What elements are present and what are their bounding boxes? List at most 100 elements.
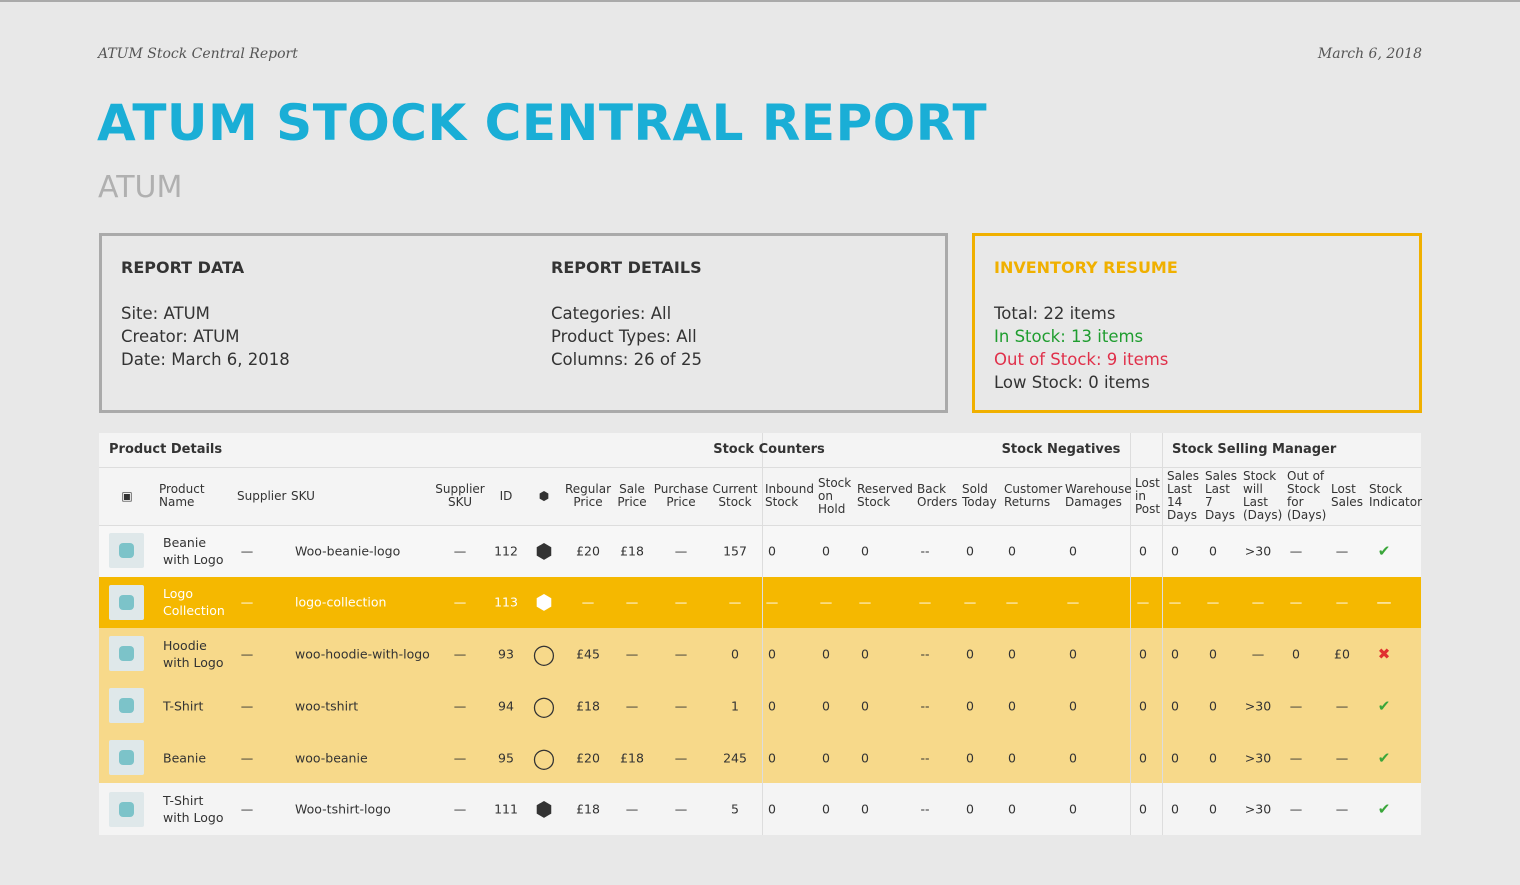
column-header-line: Lost bbox=[1135, 475, 1160, 490]
column-header-line: Days bbox=[1167, 508, 1197, 522]
column-header-line: on bbox=[818, 488, 833, 503]
table-cell: 0 bbox=[1069, 801, 1077, 817]
table-cell: 0 bbox=[768, 646, 776, 662]
column-header: Product Name bbox=[159, 467, 205, 525]
info-line: Categories: All bbox=[551, 304, 672, 323]
table-cell: >30 bbox=[1244, 801, 1272, 817]
table-cell: -- bbox=[920, 543, 930, 559]
table-cell: £18 bbox=[620, 750, 644, 766]
column-header-line: will bbox=[1243, 482, 1263, 496]
column-header-line: SKU bbox=[291, 488, 315, 503]
table-cell: — bbox=[453, 646, 467, 662]
column-header-line: Returns bbox=[1004, 495, 1051, 509]
column-header-line: Supplier bbox=[237, 488, 287, 503]
table-cell: woo-tshirt bbox=[295, 698, 359, 714]
table-cell: — bbox=[1289, 543, 1303, 559]
column-header: ID bbox=[500, 467, 513, 525]
table-cell: 0 bbox=[1008, 801, 1016, 817]
table-cell: -- bbox=[920, 646, 930, 662]
table-cell: — bbox=[728, 594, 742, 610]
table-cell: 0 bbox=[861, 801, 869, 817]
info-line: Site: ATUM bbox=[121, 304, 210, 323]
column-header-line: ⬢ bbox=[538, 488, 550, 503]
table-cell: 111 bbox=[494, 801, 518, 817]
box-lines: Categories: All Product Types: All Columns… bbox=[551, 302, 702, 371]
column-header-line: Regular bbox=[564, 482, 612, 496]
table-cell: 0 bbox=[822, 801, 830, 817]
table-cell: 0 bbox=[1139, 801, 1147, 817]
column-header-line: Stock bbox=[1243, 469, 1277, 483]
thumbnail-shape bbox=[119, 646, 134, 662]
table-cell: 0 bbox=[768, 750, 776, 766]
column-header: Back Orders bbox=[917, 467, 957, 525]
box-title: REPORT DATA bbox=[121, 258, 245, 277]
column-header-line: Stock bbox=[1369, 482, 1403, 496]
table-cell: — bbox=[1376, 593, 1392, 612]
table-cell: £0 bbox=[1334, 646, 1350, 662]
column-header-line: SKU bbox=[448, 495, 472, 509]
column-header-line: Price bbox=[666, 495, 696, 509]
table-cell: — bbox=[453, 750, 467, 766]
column-header-line: Stock bbox=[718, 495, 752, 509]
column-header: Sold Today bbox=[962, 467, 997, 525]
column-header-line: Last bbox=[1205, 482, 1230, 496]
table-cell: £20 bbox=[576, 543, 600, 559]
column-header-line: Warehouse bbox=[1065, 482, 1132, 496]
column-header-line: Product bbox=[159, 482, 205, 496]
product-thumbnail bbox=[109, 791, 144, 827]
column-header-line: Days bbox=[1205, 508, 1235, 522]
table-cell: — bbox=[674, 698, 688, 714]
table-cell: 112 bbox=[494, 543, 518, 559]
table-row: Beanie — woo-beanie — 95 ◯ £20 £18 — 245 0 0 0 -- 0 0 0 0… bbox=[99, 731, 1421, 784]
column-header-line: Back bbox=[917, 482, 947, 496]
column-header-line: (Days) bbox=[1243, 508, 1283, 522]
product-name: T-Shirt bbox=[163, 698, 204, 714]
column-header: Reserved Stock bbox=[857, 467, 913, 525]
info-line: Product Types: All bbox=[551, 327, 697, 346]
column-header-line: ID bbox=[499, 488, 513, 503]
table-cell: >30 bbox=[1244, 543, 1272, 559]
table-cell: -- bbox=[920, 698, 930, 714]
table-cell: >30 bbox=[1244, 750, 1272, 766]
column-header-line: Supplier bbox=[435, 482, 485, 496]
info-line: In Stock: 13 items bbox=[994, 327, 1144, 346]
column-header: Stock on Hold bbox=[818, 467, 851, 525]
table-cell: ◯ bbox=[532, 693, 556, 718]
box-lines: Site: ATUM Creator: ATUM Date: March 6, 20… bbox=[121, 302, 290, 371]
table-cell: 0 bbox=[1139, 543, 1147, 559]
thumbnail-shape bbox=[119, 594, 134, 610]
table-cell: — bbox=[1206, 594, 1220, 610]
table-cell: 0 bbox=[1069, 750, 1077, 766]
table-cell: 0 bbox=[1069, 698, 1077, 714]
column-header-line: Stock bbox=[1287, 482, 1321, 496]
column-header: Stock Indicator bbox=[1369, 467, 1422, 525]
column-header-line: Sale bbox=[619, 482, 645, 496]
product-name: Hoodie with Logo bbox=[163, 638, 224, 671]
column-header: Sales Last 7 Days bbox=[1205, 467, 1237, 525]
table-cell: — bbox=[674, 750, 688, 766]
thumbnail-shape bbox=[119, 749, 134, 765]
table-cell: — bbox=[1136, 594, 1150, 610]
table-row: Logo Collection — logo-collection — 113 ⬢ — — — —… bbox=[99, 576, 1421, 629]
table-cell: 0 bbox=[822, 543, 830, 559]
table-cell: 0 bbox=[1008, 543, 1016, 559]
group-header: Stock Selling Manager bbox=[1172, 442, 1337, 457]
column-header-line: Sold bbox=[962, 482, 988, 496]
thumbnail-shape bbox=[119, 698, 134, 714]
table-cell: ⬢ bbox=[535, 590, 553, 615]
table-cell: — bbox=[581, 594, 595, 610]
table-cell: 94 bbox=[498, 698, 514, 714]
table-cell: £18 bbox=[576, 801, 600, 817]
header-date: March 6, 2018 bbox=[1317, 46, 1422, 62]
table-cell: 245 bbox=[723, 750, 747, 766]
table-row: T-Shirt with Logo — Woo-tshirt-logo — 111 ⬢ £1… bbox=[99, 783, 1421, 836]
column-header: ▣ bbox=[121, 467, 132, 525]
column-header-line: Sales bbox=[1331, 495, 1363, 509]
column-header: Supplier SKU bbox=[435, 467, 484, 525]
table-cell: 0 bbox=[966, 543, 974, 559]
table-cell: — bbox=[1251, 594, 1265, 610]
column-header-line: Name bbox=[159, 495, 195, 509]
column-header-line: Price bbox=[573, 495, 603, 509]
table-cell: — bbox=[453, 801, 467, 817]
column-header: Purchase Price bbox=[654, 467, 709, 525]
